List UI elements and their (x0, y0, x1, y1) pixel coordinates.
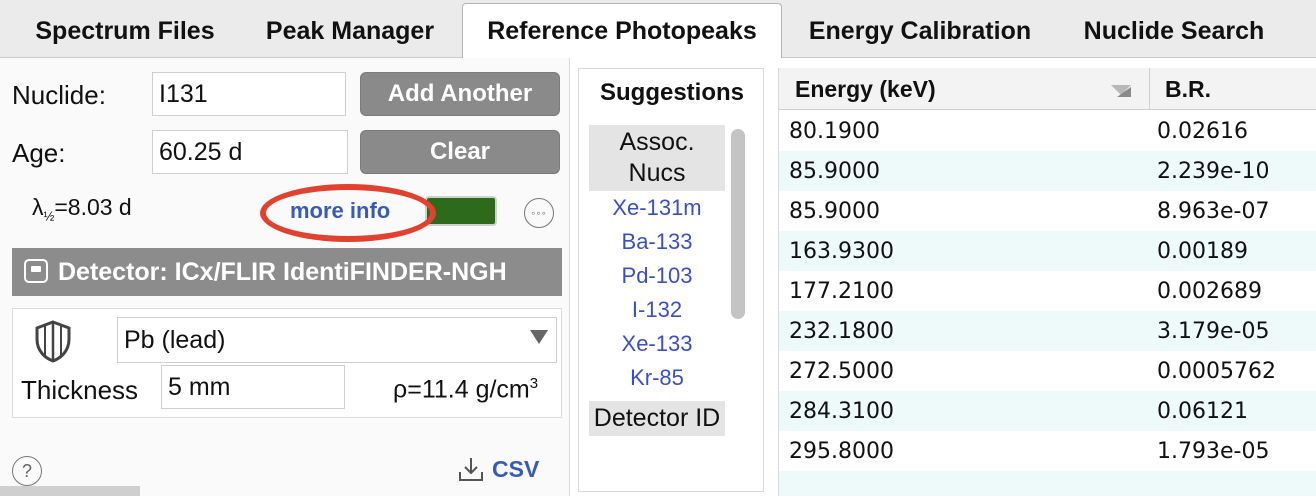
csv-label: CSV (492, 455, 540, 482)
table-row[interactable]: 85.9000 2.239e-10 (779, 151, 1316, 191)
tab-nuclide-search[interactable]: Nuclide Search (1083, 16, 1265, 45)
br-column-header[interactable]: B.R. (1165, 75, 1211, 102)
suggestions-panel: Suggestions Assoc. Nucs Xe-131m Ba-133 P… (578, 68, 764, 492)
table-header: Energy (keV) B.R. (779, 68, 1316, 110)
suggestions-title: Suggestions (599, 79, 744, 106)
br-cell: 0.02616 (1157, 119, 1248, 144)
shield-material-value: Pb (lead) (124, 325, 226, 354)
energy-cell: 284.3100 (789, 399, 894, 424)
table-row[interactable]: 295.8000 1.793e-05 (779, 431, 1316, 471)
shielding-box: Pb (lead) Thickness 5 mm ρ=11.4 g/cm3 (12, 308, 562, 418)
br-cell: 2.239e-10 (1157, 159, 1270, 184)
br-cell: 3.179e-05 (1157, 319, 1270, 344)
tab-reference-photopeaks[interactable]: Reference Photopeaks (462, 3, 782, 59)
energy-cell: 232.1800 (789, 319, 894, 344)
table-row[interactable]: 272.5000 0.0005762 (779, 351, 1316, 391)
suggestion-item[interactable]: Xe-131m (612, 195, 702, 220)
energy-cell: 163.9300 (789, 239, 894, 264)
photopeaks-table: Energy (keV) B.R. 80.1900 0.02616 85.9000… (778, 68, 1316, 496)
energy-cell: 80.1900 (789, 119, 880, 144)
help-icon[interactable]: ? (12, 456, 42, 486)
sort-icon[interactable] (1109, 82, 1133, 98)
tab-peak-manager[interactable]: Peak Manager (265, 16, 435, 45)
table-row[interactable]: 85.9000 8.963e-07 (779, 191, 1316, 231)
shield-icon[interactable] (33, 319, 73, 363)
tab-bar: Spectrum Files Peak Manager Reference Ph… (0, 0, 1316, 59)
suggestion-item[interactable]: Kr-85 (630, 365, 684, 390)
energy-cell: 177.2100 (789, 279, 894, 304)
tab-spectrum-files[interactable]: Spectrum Files (35, 16, 215, 45)
bottom-edge (0, 486, 140, 496)
density-text: ρ=11.4 g/cm (393, 375, 530, 404)
detector-id-header: Detector ID (589, 401, 725, 436)
csv-export-button[interactable]: CSV (456, 452, 539, 486)
density-readout: ρ=11.4 g/cm3 (393, 375, 538, 404)
shield-material-select[interactable]: Pb (lead) (117, 317, 557, 363)
highlight-ring (260, 184, 436, 242)
more-options-icon[interactable]: ◦◦◦ (524, 198, 554, 228)
clear-button[interactable]: Clear (360, 130, 560, 174)
chevron-down-icon (530, 330, 548, 344)
table-row[interactable]: 284.3100 0.06121 (779, 391, 1316, 431)
detector-label: Detector: ICx/FLIR IdentiFINDER-NGH (58, 257, 507, 286)
suggestion-item[interactable]: Pd-103 (621, 263, 693, 288)
nuclide-label: Nuclide: (12, 80, 106, 110)
energy-cell: 272.5000 (789, 359, 894, 384)
download-icon (459, 458, 483, 481)
br-cell: 0.06121 (1157, 399, 1248, 424)
br-cell: 8.963e-07 (1157, 199, 1270, 224)
suggestion-item[interactable]: Xe-133 (621, 331, 693, 356)
assoc-nucs-header: Assoc. Nucs (589, 125, 725, 191)
age-label: Age: (12, 138, 66, 168)
thickness-label: Thickness (21, 375, 139, 405)
thickness-input[interactable]: 5 mm (161, 365, 345, 409)
suggestions-scrollbar[interactable] (731, 129, 745, 319)
energy-cell: 85.9000 (789, 159, 880, 184)
nuclide-input[interactable]: I131 (152, 72, 346, 116)
half-subscript: ½ (43, 208, 55, 224)
energy-column-header[interactable]: Energy (keV) (795, 75, 936, 102)
table-row[interactable]: 177.2100 0.002689 (779, 271, 1316, 311)
br-cell: 1.793e-05 (1157, 439, 1270, 464)
half-life-value: =8.03 d (54, 194, 132, 220)
column-divider[interactable] (1149, 68, 1150, 110)
half-life-readout: λ½=8.03 d (32, 194, 132, 224)
table-row[interactable]: 80.1900 0.02616 (779, 111, 1316, 151)
table-row[interactable]: 163.9300 0.00189 (779, 231, 1316, 271)
tab-energy-calibration[interactable]: Energy Calibration (808, 16, 1032, 45)
suggestion-item[interactable]: I-132 (631, 297, 683, 322)
energy-cell: 85.9000 (789, 199, 880, 224)
suggestion-item[interactable]: Ba-133 (621, 229, 693, 254)
add-another-button[interactable]: Add Another (360, 72, 560, 116)
table-row-partial[interactable] (779, 471, 1316, 496)
reference-photopeaks-panel: Nuclide: I131 Add Another Age: 60.25 d C… (0, 58, 1316, 496)
age-input[interactable]: 60.25 d (152, 130, 348, 174)
detector-icon (24, 259, 48, 283)
energy-cell: 295.8000 (789, 439, 894, 464)
suggestions-list[interactable]: Assoc. Nucs Xe-131m Ba-133 Pd-103 I-132 … (589, 125, 725, 485)
color-indicator[interactable] (425, 196, 497, 226)
table-row[interactable]: 232.1800 3.179e-05 (779, 311, 1316, 351)
br-cell: 0.00189 (1157, 239, 1248, 264)
more-info-link[interactable]: more info (290, 198, 391, 223)
br-cell: 0.0005762 (1157, 359, 1276, 384)
detector-selector[interactable]: Detector: ICx/FLIR IdentiFINDER-NGH (12, 248, 562, 296)
density-exponent: 3 (529, 375, 539, 392)
br-cell: 0.002689 (1157, 279, 1262, 304)
nuclide-input-pane: Nuclide: I131 Add Another Age: 60.25 d C… (0, 58, 570, 496)
lambda-symbol: λ (32, 194, 44, 220)
